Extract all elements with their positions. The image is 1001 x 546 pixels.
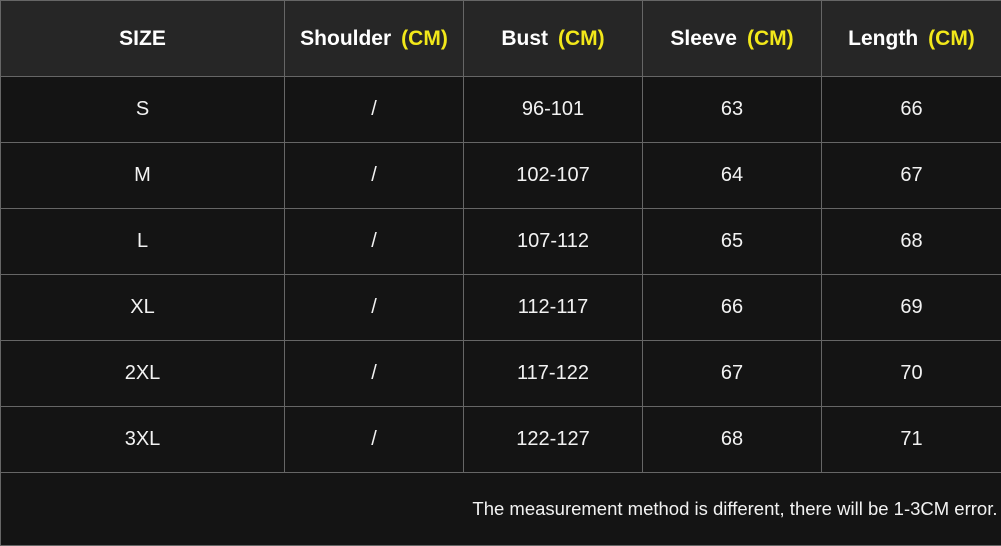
measurement-note: The measurement method is different, the… <box>0 472 1001 546</box>
note-row: The measurement method is different, the… <box>0 472 1001 546</box>
column-header-size: SIZE <box>0 0 285 77</box>
column-header-length: Length (CM) <box>821 0 1001 77</box>
column-header-label: Sleeve <box>670 26 737 50</box>
column-header-bust: Bust (CM) <box>463 0 643 77</box>
table-cell: 68 <box>821 208 1001 275</box>
column-header-label: Length <box>848 26 919 50</box>
table-cell: 70 <box>821 340 1001 407</box>
table-cell: 66 <box>642 274 822 341</box>
table-cell: 3XL <box>0 406 285 473</box>
table-cell: 68 <box>642 406 822 473</box>
table-row: M/102-107 64 67 <box>0 142 1001 209</box>
table-cell: 66 <box>821 76 1001 143</box>
table-cell: XL <box>0 274 285 341</box>
table-cell: 67 <box>821 142 1001 209</box>
table-cell: 65 <box>642 208 822 275</box>
table-row: XL/112-117 66 69 <box>0 274 1001 341</box>
table-cell: S <box>0 76 285 143</box>
column-header-sleeve: Sleeve (CM) <box>642 0 822 77</box>
table-cell: 67 <box>642 340 822 407</box>
table-cell: 69 <box>821 274 1001 341</box>
table-cell: M <box>0 142 285 209</box>
table-cell: / <box>284 340 464 407</box>
column-header-shoulder: Shoulder (CM) <box>284 0 464 77</box>
column-header-unit: (CM) <box>401 26 448 50</box>
column-header-unit: (CM) <box>746 26 794 50</box>
table-cell: 117-122 <box>463 340 643 407</box>
table-cell: / <box>284 76 464 143</box>
table-cell: 96-101 <box>463 76 643 143</box>
column-header-label: Shoulder <box>300 26 392 50</box>
table-cell: 122-127 <box>463 406 643 473</box>
column-header-unit: (CM) <box>558 26 605 50</box>
table-row: S/96-101 63 66 <box>0 76 1001 143</box>
table-cell: 107-112 <box>463 208 643 275</box>
table-cell: / <box>284 208 464 275</box>
table-cell: / <box>284 274 464 341</box>
column-header-unit: (CM) <box>928 26 975 50</box>
column-header-label: SIZE <box>119 26 166 50</box>
table-cell: 112-117 <box>463 274 643 341</box>
table-cell: L <box>0 208 285 275</box>
table-row: L/107-112 65 68 <box>0 208 1001 275</box>
table-cell: 63 <box>642 76 822 143</box>
column-header-label: Bust <box>501 26 548 50</box>
table-cell: 2XL <box>0 340 285 407</box>
table-cell: 102-107 <box>463 142 643 209</box>
table-cell: 64 <box>642 142 822 209</box>
table-row: 2XL/117-122 67 70 <box>0 340 1001 407</box>
table-cell: / <box>284 142 464 209</box>
table-cell: 71 <box>821 406 1001 473</box>
table-row: 3XL/122-127 68 71 <box>0 406 1001 473</box>
table-cell: / <box>284 406 464 473</box>
header-row: SIZE Shoulder (CM) Bust (CM) Sleeve (CM) Length… <box>0 0 1001 77</box>
